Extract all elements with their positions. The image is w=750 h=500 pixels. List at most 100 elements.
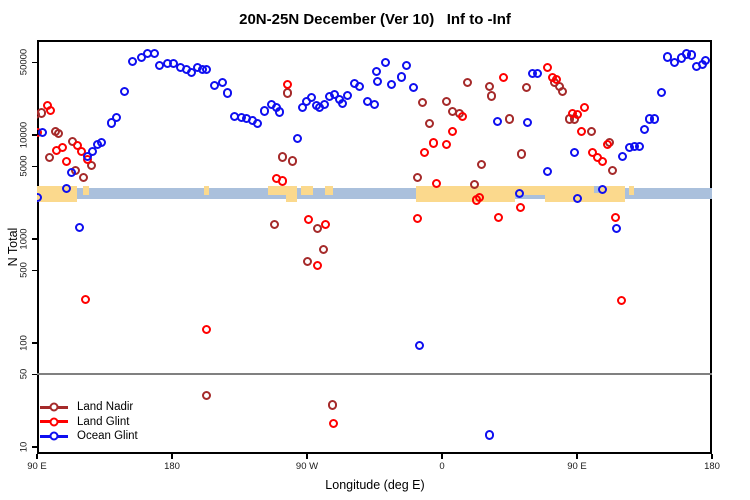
legend-marker-icon — [40, 401, 68, 413]
x-tick-label: 180 — [704, 461, 720, 472]
data-point-land-nadir — [469, 179, 480, 189]
data-point-land-glint — [57, 142, 68, 153]
map-strip-land-segment — [515, 186, 546, 195]
x-tick-mark — [171, 454, 173, 459]
data-point-ocean-glint — [96, 137, 107, 148]
data-point-ocean-glint — [617, 151, 628, 162]
data-point-ocean-glint — [484, 430, 495, 440]
data-point-ocean-glint — [111, 112, 122, 123]
y-tick-mark — [32, 269, 37, 272]
map-strip-land-segment — [268, 186, 286, 195]
x-tick-mark — [711, 454, 713, 459]
y-tick-label: 1000 — [18, 228, 30, 250]
y-tick-mark — [32, 342, 37, 344]
y-tick-mark — [32, 238, 37, 240]
map-strip-land-segment — [629, 186, 634, 195]
data-point-land-glint — [602, 140, 613, 150]
data-point-land-glint — [303, 214, 314, 225]
data-point-land-nadir — [269, 219, 280, 230]
map-strip-land-segment — [83, 186, 90, 195]
data-point-land-glint — [572, 109, 583, 119]
data-point-ocean-glint — [649, 114, 660, 124]
map-strip-land-segment — [301, 186, 313, 195]
data-point-land-nadir — [486, 91, 497, 101]
data-point-ocean-glint — [569, 147, 580, 158]
y-tick-mark — [32, 165, 37, 168]
data-point-land-nadir — [78, 172, 89, 182]
x-tick-label: 90 W — [295, 461, 319, 472]
data-point-land-nadir — [318, 244, 329, 255]
data-point-land-nadir — [287, 156, 298, 166]
data-point-land-glint — [579, 102, 590, 113]
data-point-land-nadir — [424, 118, 435, 128]
data-point-ocean-glint — [532, 68, 543, 78]
y-tick-mark — [32, 61, 37, 64]
data-point-ocean-glint — [686, 50, 697, 60]
legend-entry-ocean-glint: Ocean Glint — [40, 429, 138, 444]
data-point-ocean-glint — [414, 340, 425, 351]
data-point-land-glint — [412, 213, 423, 223]
y-tick-label: 500 — [18, 262, 30, 279]
data-point-land-nadir — [504, 114, 515, 124]
data-point-ocean-glint — [634, 141, 645, 152]
data-point-land-nadir — [484, 81, 495, 92]
data-point-land-glint — [474, 192, 485, 203]
data-point-ocean-glint — [354, 81, 365, 91]
data-point-ocean-glint — [82, 151, 93, 162]
data-point-land-glint — [428, 138, 439, 148]
data-point-land-nadir — [37, 108, 47, 118]
data-point-ocean-glint — [37, 127, 48, 138]
data-point-land-nadir — [441, 96, 452, 107]
data-point-land-glint — [610, 212, 621, 223]
data-point-land-nadir — [277, 152, 288, 162]
data-point-land-nadir — [53, 128, 64, 139]
reference-line-50 — [37, 373, 712, 376]
data-point-ocean-glint — [217, 77, 228, 87]
data-point-ocean-glint — [542, 166, 553, 177]
data-point-land-glint — [498, 72, 509, 83]
data-point-land-glint — [616, 295, 627, 306]
data-point-land-glint — [493, 212, 504, 223]
data-point-land-nadir — [476, 159, 487, 170]
chart-title: 20N-25N December (Ver 10) Inf to -Inf — [239, 11, 511, 28]
data-point-ocean-glint — [222, 88, 233, 98]
data-point-ocean-glint — [87, 146, 98, 157]
data-point-land-nadir — [312, 223, 323, 234]
data-point-land-glint — [76, 146, 87, 157]
map-strip-land-segment — [325, 186, 333, 195]
data-point-ocean-glint — [127, 56, 138, 67]
x-tick-mark — [36, 454, 38, 459]
data-point-ocean-glint — [371, 66, 382, 77]
data-point-ocean-glint — [66, 167, 77, 178]
legend-marker-icon — [40, 430, 68, 442]
data-point-land-nadir — [516, 149, 527, 159]
x-tick-label: 90 E — [27, 461, 47, 472]
data-point-ocean-glint — [386, 79, 397, 90]
data-point-land-glint — [431, 178, 442, 189]
data-point-land-nadir — [586, 126, 597, 137]
legend-marker-icon — [40, 416, 68, 428]
data-point-land-glint — [419, 147, 430, 158]
data-point-land-glint — [201, 324, 212, 335]
y-tick-label: 50000 — [18, 49, 30, 76]
legend: Land Nadir Land Glint Ocean Glint — [40, 400, 138, 444]
data-point-ocean-glint — [61, 183, 72, 194]
data-point-ocean-glint — [74, 222, 85, 232]
legend-label: Land Nadir — [77, 401, 134, 414]
data-point-ocean-glint — [522, 117, 533, 128]
data-point-ocean-glint — [597, 184, 608, 195]
x-tick-label: 90 E — [567, 461, 587, 472]
y-tick-mark — [32, 446, 37, 448]
data-point-ocean-glint — [149, 48, 160, 59]
data-point-land-nadir — [412, 172, 423, 182]
legend-label: Ocean Glint — [77, 430, 138, 443]
data-point-ocean-glint — [369, 99, 380, 110]
map-strip-land-segment — [545, 186, 625, 202]
data-point-land-nadir — [282, 88, 293, 98]
data-point-ocean-glint — [656, 87, 667, 97]
data-point-land-glint — [282, 79, 293, 90]
x-tick-mark — [306, 454, 308, 459]
data-point-land-glint — [515, 202, 526, 213]
data-point-ocean-glint — [380, 57, 391, 68]
